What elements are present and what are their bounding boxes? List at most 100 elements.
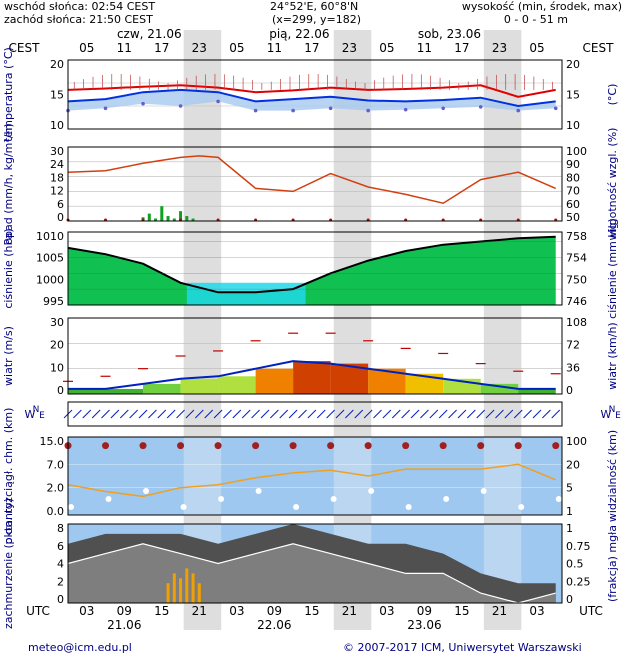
pressure-ytick-right: 758 (566, 230, 587, 243)
wind-barb (223, 409, 232, 419)
fog-bar (179, 578, 183, 603)
sunrise-text: wschód słońca: 02:54 CEST (4, 0, 156, 13)
wind-barb (241, 409, 251, 419)
cloud-base-dot (177, 442, 185, 450)
cloud-base-dot (139, 442, 147, 450)
clouds-ytick-left: 4 (57, 558, 64, 571)
clouds-ytick-right: 0.75 (566, 540, 591, 553)
top-hour-label: 11 (267, 41, 282, 55)
cloud-base-dot (477, 442, 485, 450)
cloud-base-dot (289, 442, 297, 450)
wind-barb (110, 409, 120, 419)
wind-barb (345, 409, 354, 419)
wind-barb (513, 409, 523, 419)
grid-text: (x=299, y=182) (272, 13, 362, 26)
cloud-base-dot (102, 442, 110, 450)
temperature-ytick-left: 15 (50, 89, 64, 102)
cloud-base-dot (514, 442, 522, 450)
sunset-text: zachód słońca: 21:50 CEST (4, 13, 153, 26)
footer-copyright: © 2007-2017 ICM, Uniwersytet Warszawski (343, 641, 582, 654)
precipitation-ytick-left: 6 (57, 198, 64, 211)
top-day-label: pią, 22.06 (269, 27, 329, 41)
precipitation-ytick-right: 50 (566, 211, 580, 224)
wind-barb (73, 409, 82, 419)
wind-speed-column (105, 388, 144, 394)
low-cloud-dot (143, 488, 150, 494)
top-day-label: czw, 21.06 (117, 27, 182, 41)
precip-bar (172, 218, 176, 221)
bottom-hour-label: 03 (379, 604, 394, 618)
fog-ylabel: (frakcja) mgła (606, 525, 619, 602)
clouds-ytick-right: 0.25 (566, 575, 591, 588)
pressure-ytick-left: 1005 (36, 252, 64, 265)
temp-point (478, 105, 483, 109)
cloud-base-dot (327, 442, 335, 450)
wind-barb (166, 409, 176, 419)
wind-barb (523, 409, 532, 419)
wind-barb (232, 409, 242, 419)
visibility-line (67, 463, 556, 498)
wind-barb (204, 409, 214, 419)
altitude-title: wysokość (min, środek, max) (461, 0, 622, 13)
precipitation-ytick-right: 80 (566, 171, 580, 184)
precipitation-ylabel: opad (mm/h, kg/m²/h) (2, 123, 15, 244)
temperature-ytick-right: 20 (566, 58, 580, 71)
clouds-ytick-left: 8 (57, 522, 64, 535)
temp-point (103, 106, 108, 111)
precip-bar (147, 213, 151, 221)
bottom-date-label: 23.06 (407, 618, 441, 632)
visibility-ytick-right: 100 (566, 435, 587, 448)
wind-speed-column (293, 361, 331, 394)
precipitation-background (68, 147, 562, 221)
wind-speed-column (405, 373, 444, 394)
visibility-ytick-left: 15.0 (40, 435, 65, 448)
wind-barb (148, 409, 157, 419)
wind-barb (551, 409, 561, 419)
bottom-hour-label: 09 (417, 604, 432, 618)
bottom-hour-label: 03 (79, 604, 94, 618)
bottom-hour-label: 21 (492, 604, 507, 618)
compass-w: W (25, 408, 36, 421)
temp-point (516, 108, 521, 113)
wind-barb (466, 409, 476, 419)
wind-barb (504, 409, 514, 419)
footer-email[interactable]: meteo@icm.edu.pl (28, 641, 132, 654)
wind-speed-column (180, 378, 219, 394)
low-cloud-dot (68, 504, 74, 510)
altitude-values: 0 - 0 - 51 m (503, 13, 568, 26)
wind-barb (438, 409, 448, 419)
temp-range-band (68, 89, 556, 111)
pressure-ytick-right: 750 (566, 273, 587, 286)
precip-bar (154, 218, 158, 221)
low-cloud-dot (330, 496, 337, 502)
top-hour-label: 17 (154, 41, 169, 55)
low-cloud-dot (368, 488, 375, 494)
wind-speed-line (68, 360, 556, 390)
bottom-hour-label: 21 (342, 604, 357, 618)
wind-barb (420, 409, 429, 419)
wind-barb (382, 409, 392, 419)
wind-barb (176, 409, 185, 419)
pressure-frame (67, 231, 563, 306)
top-hour-label: 23 (192, 41, 207, 55)
wind-barb (101, 409, 110, 419)
wind-barb (354, 409, 364, 419)
wind-ytick-right: 0 (566, 384, 573, 397)
wind-barb (410, 409, 420, 419)
cloud-base-dot (552, 442, 560, 450)
wind-barb (448, 409, 457, 419)
top-hour-label: 17 (304, 41, 319, 55)
top-hour-label: 17 (454, 41, 469, 55)
wind-barb (251, 409, 260, 419)
wind-barb (307, 409, 317, 419)
top-hour-label: 11 (417, 41, 432, 55)
bottom-axis-tz: UTC (26, 604, 50, 618)
bottom-hour-label: 09 (117, 604, 132, 618)
temperature-frame (67, 59, 563, 130)
wind-barb (373, 409, 382, 419)
visibility-ytick-right: 5 (566, 482, 573, 495)
cloud-base-dot (364, 442, 372, 450)
temp-point (403, 107, 408, 112)
bottom-hour-label: 09 (267, 604, 282, 618)
